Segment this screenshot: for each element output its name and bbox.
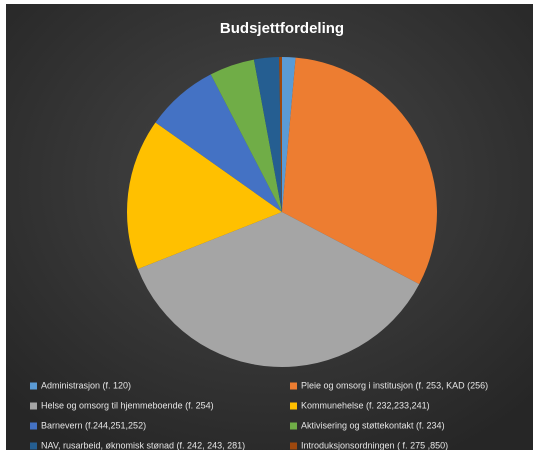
- pie-slice: [282, 57, 438, 285]
- pie-slice: [127, 122, 282, 270]
- pie-slice: [253, 57, 282, 213]
- pie-slice: [282, 57, 296, 212]
- legend-swatch: [290, 422, 297, 430]
- legend-swatch: [30, 382, 37, 390]
- pie-slice: [210, 59, 282, 212]
- legend-swatch: [290, 442, 297, 450]
- legend-label: Aktivisering og støttekontakt (f. 234): [301, 420, 445, 430]
- legend-label: NAV, rusarbeid, øknomisk stønad (f. 242,…: [41, 440, 245, 450]
- legend-label: Introduksjonsordningen ( f. 275 ,850): [301, 440, 448, 450]
- legend-swatch: [30, 422, 37, 430]
- legend-swatch: [290, 382, 297, 390]
- pie-slice: [155, 74, 282, 212]
- legend-label: Kommunehelse (f. 232,233,241): [301, 400, 430, 410]
- legend-swatch: [30, 442, 37, 450]
- legend-swatch: [30, 402, 37, 410]
- legend-swatch: [290, 402, 297, 410]
- legend-label: Helse og omsorg til hjemmeboende (f. 254…: [41, 400, 214, 410]
- legend-label: Administrasjon (f. 120): [41, 380, 131, 390]
- legend-label: Pleie og omsorg i institusjon (f. 253, K…: [301, 380, 488, 390]
- pie-slice: [137, 212, 420, 367]
- pie-slice: [279, 57, 282, 212]
- legend-label: Barnevern (f.244,251,252): [41, 420, 146, 430]
- chart-title: Budsjettfordeling: [220, 20, 344, 37]
